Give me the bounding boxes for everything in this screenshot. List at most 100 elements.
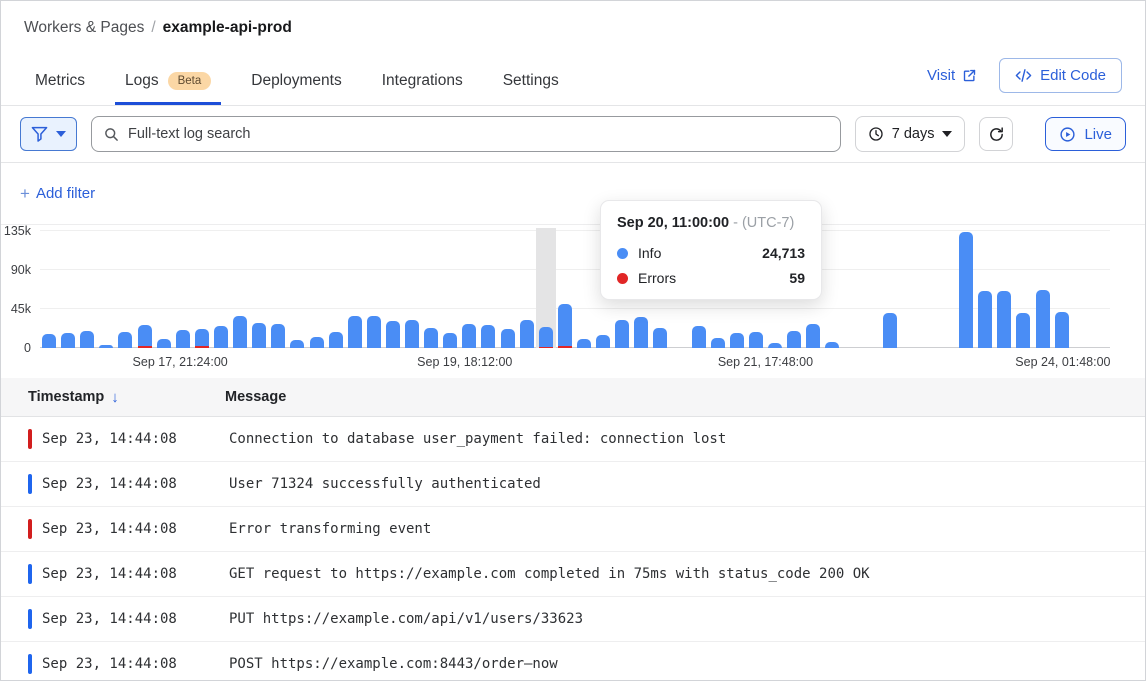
tab-label: Settings (502, 72, 559, 89)
log-row[interactable]: Sep 23, 14:44:08 User 71324 successfully … (0, 462, 1146, 507)
x-axis-label: Sep 19, 18:12:00 (417, 355, 513, 369)
chart-bar[interactable] (252, 323, 267, 348)
chart-bar[interactable] (538, 327, 553, 348)
x-axis-label: Sep 24, 01:48:00 (1015, 355, 1111, 369)
chart-bar[interactable] (213, 326, 228, 348)
log-message: Connection to database user_payment fail… (229, 431, 727, 447)
chart-bar[interactable] (156, 339, 171, 348)
tab-settings[interactable]: Settings (503, 72, 559, 105)
chart-bar[interactable] (653, 328, 668, 348)
chart-bar[interactable] (309, 337, 324, 348)
refresh-button[interactable] (979, 117, 1014, 151)
chart-bar[interactable] (366, 316, 381, 348)
chart-bar[interactable] (577, 339, 591, 348)
chart-bar[interactable] (978, 291, 993, 348)
time-range-dropdown[interactable]: 7 days (854, 116, 966, 152)
chart-bar[interactable] (328, 332, 343, 348)
chart-bar[interactable] (80, 331, 95, 348)
chart-bar[interactable] (462, 324, 477, 348)
log-message: PUT https://example.com/api/v1/users/336… (229, 611, 584, 627)
chart-bar[interactable] (825, 342, 840, 348)
live-button[interactable]: Live (1045, 117, 1126, 151)
chart-bar[interactable] (1016, 313, 1031, 348)
chart-bar[interactable] (1035, 290, 1050, 348)
chart-bar[interactable] (997, 291, 1012, 348)
chart-bar[interactable] (519, 320, 534, 348)
breadcrumb-current-page: example-api-prod (162, 19, 292, 36)
log-message: Error transforming event (229, 521, 432, 537)
chart-bar[interactable] (768, 343, 783, 348)
beta-badge: Beta (167, 72, 212, 90)
chart-bar[interactable] (405, 320, 420, 348)
breadcrumb-section[interactable]: Workers & Pages (24, 19, 145, 36)
tooltip-timestamp: Sep 20, 11:00:00 (617, 215, 730, 231)
tooltip-row-info: Info 24,713 (617, 245, 805, 261)
chevron-down-icon (56, 131, 66, 137)
log-timestamp: Sep 23, 14:44:08 (42, 431, 177, 447)
chart-bar[interactable] (424, 328, 439, 348)
full-text-log-search-input[interactable] (128, 126, 828, 142)
tab-integrations[interactable]: Integrations (382, 72, 463, 105)
chart-bar[interactable] (61, 333, 76, 348)
chart-bar[interactable] (748, 332, 763, 348)
chart-bar[interactable] (481, 325, 496, 348)
edit-code-button[interactable]: Edit Code (999, 58, 1122, 93)
visit-link[interactable]: Visit (927, 67, 977, 84)
filter-menu-button[interactable] (20, 117, 77, 151)
log-timestamp: Sep 23, 14:44:08 (42, 656, 177, 672)
chart-bar[interactable] (137, 325, 152, 348)
tab-deployments[interactable]: Deployments (251, 72, 341, 105)
chart-bar[interactable] (596, 335, 611, 348)
chart-bar[interactable] (557, 304, 572, 348)
chart-bar-error-segment (557, 346, 572, 348)
chart-bar[interactable] (806, 324, 821, 348)
log-row[interactable]: Sep 23, 14:44:08 PUT https://example.com/… (0, 597, 1146, 642)
tab-logs[interactable]: Logs Beta (114, 72, 222, 105)
tooltip-series-value: 59 (789, 270, 805, 286)
search-icon (104, 127, 119, 142)
x-axis-label: Sep 21, 17:48:00 (717, 355, 814, 369)
chart-bar[interactable] (1054, 312, 1069, 348)
chevron-down-icon (942, 131, 953, 137)
log-message: POST https://example.com:8443/order–now (229, 656, 558, 672)
chart-bar[interactable] (175, 330, 190, 348)
tab-bar-row: Metrics Logs Beta Deployments Integrations Se… (24, 58, 1122, 105)
add-filter-button[interactable]: + Add filter (20, 184, 95, 204)
chart-bar[interactable] (615, 320, 630, 348)
log-row[interactable]: Sep 23, 14:44:08 Connection to database u… (0, 417, 1146, 462)
column-header-message: Message (225, 389, 287, 405)
column-header-timestamp[interactable]: Timestamp ↓ (28, 389, 225, 406)
chart-bar[interactable] (634, 317, 649, 348)
breadcrumb-separator: / (151, 19, 156, 36)
log-level-indicator-info (28, 609, 32, 629)
chart-bar[interactable] (959, 232, 974, 348)
log-toolbar: 7 days Live (0, 106, 1146, 163)
chart-bar[interactable] (385, 321, 400, 348)
log-row[interactable]: Sep 23, 14:44:08 Error transforming event (0, 507, 1146, 552)
chart-bar[interactable] (290, 340, 305, 348)
visit-label: Visit (927, 67, 956, 84)
tab-bar: Metrics Logs Beta Deployments Integrations Se… (35, 72, 559, 105)
log-row[interactable]: Sep 23, 14:44:08 GET request to https://e… (0, 552, 1146, 597)
chart-bar[interactable] (118, 332, 133, 348)
tab-metrics[interactable]: Metrics (35, 72, 85, 105)
chart-bar[interactable] (42, 334, 56, 348)
log-row[interactable]: Sep 23, 14:44:08 POST https://example.com… (0, 642, 1146, 681)
chart-bar[interactable] (233, 316, 248, 348)
log-timestamp: Sep 23, 14:44:08 (42, 566, 177, 582)
gridline-90k (40, 269, 1110, 270)
chart-hover-band (535, 228, 556, 348)
chart-bar[interactable] (99, 345, 114, 348)
chart-bar[interactable] (882, 313, 897, 348)
chart-bar[interactable] (710, 338, 725, 348)
chart-bar[interactable] (194, 329, 209, 348)
external-link-icon (962, 68, 977, 83)
chart-bar[interactable] (347, 316, 362, 348)
chart-bar[interactable] (729, 333, 744, 348)
chart-bar[interactable] (271, 324, 286, 348)
chart-bar[interactable] (787, 331, 802, 348)
chart-bar[interactable] (443, 333, 458, 348)
chart-bar[interactable] (500, 329, 515, 348)
chart-bar[interactable] (691, 326, 706, 348)
